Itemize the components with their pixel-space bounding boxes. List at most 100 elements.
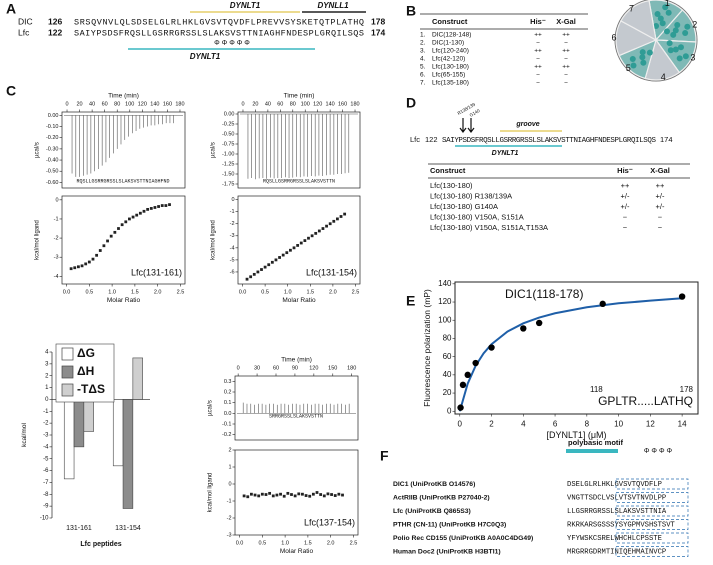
data-point [242, 494, 246, 498]
table-cell: − [564, 56, 568, 63]
y-tick-label: 3 [45, 361, 49, 367]
x-tick-label: 160 [338, 102, 347, 108]
data-point [310, 234, 314, 238]
y-tick-label: 0.00 [48, 113, 59, 119]
protein-name: DIC1 (UniProtKB O14576) [393, 481, 475, 488]
plot-frame [234, 449, 359, 536]
plate-sector [620, 0, 657, 42]
data-point [260, 492, 264, 496]
x-tick-label: 120 [138, 102, 147, 108]
y-axis-label: Fluorescence polarization (mP) [422, 289, 432, 407]
data-point [321, 227, 325, 230]
colony [682, 53, 689, 60]
panel-label: B [406, 3, 416, 19]
sequence: LLGSRRGRSSLSLAKSVSTTNIA [567, 508, 667, 516]
data-point [328, 222, 332, 226]
colony [653, 23, 660, 30]
table-cell: DIC(1-130) [432, 40, 464, 47]
data-point [339, 215, 343, 218]
data-point [326, 492, 330, 496]
data-point [253, 493, 257, 497]
data-point [319, 493, 323, 496]
annotation: SRRGRSSLSLAKSVSTTN [269, 413, 323, 419]
x-tick-label: 0 [241, 102, 244, 108]
bar [73, 399, 85, 448]
data-point [289, 248, 292, 252]
data-point [314, 231, 318, 235]
table-cell: +/- [656, 202, 665, 211]
colony [654, 11, 661, 18]
plate-label: 3 [690, 53, 695, 63]
data-point [285, 251, 289, 255]
motif-label: DYNLL1 [317, 1, 349, 10]
x-tick-label: 140 [150, 102, 159, 108]
seq-name: DIC [18, 16, 33, 26]
table-cell: Lfc(130-180) V150A, S151A [430, 212, 524, 221]
plot-frame [237, 195, 361, 285]
x-tick-label: 0 [458, 419, 463, 428]
chart: 2 1 0 -1 -2 -3 0.0 0.5 1.0 1.5 2.0 2.5 Molar Ratio kc… [207, 447, 359, 555]
plot-frame [61, 111, 186, 189]
data-point [279, 492, 282, 496]
y-tick-label: -0.60 [46, 180, 59, 186]
x-axis-label: [DYNLT1] (μM) [546, 430, 606, 440]
table-cell: − [536, 40, 540, 47]
data-point [278, 256, 281, 259]
table-header: His⁻ [617, 166, 633, 175]
colony [639, 54, 646, 61]
motif-bar [566, 449, 618, 453]
sequence: SAIYPSDSFRQSLLGSRRGRSSLSLAKSVSTTNIAGHFND… [442, 137, 656, 145]
plate-label: 5 [626, 63, 631, 73]
colony [672, 46, 679, 53]
x-tick-label: 0 [237, 366, 240, 372]
y-tick-label: -8 [43, 492, 49, 498]
colony [639, 49, 646, 56]
x-tick-label: 2.5 [352, 289, 360, 295]
data-point [286, 491, 290, 495]
seq-end: 178 [371, 16, 385, 26]
alignment: DIC 126 SRSQVNVLQLSDSELGLRLHKLGVSVTQVDFL… [18, 16, 385, 38]
table-cell: +/- [621, 191, 630, 200]
y-tick-label: -6 [230, 269, 235, 275]
groove-label: groove [515, 121, 539, 128]
data-point [250, 492, 253, 496]
x-tick-label: 120 [309, 366, 318, 372]
y-tick-label: -6 [43, 468, 49, 474]
x-tick-label: 140 [326, 102, 335, 108]
table-cell: − [623, 223, 628, 232]
data-point [164, 204, 168, 207]
data-point [472, 359, 479, 367]
chart: 4 3 2 1 0 -1 -2 -3 -4 -5 -6 -7 -8 -9 -10 Lfc peptides kc… [21, 343, 150, 548]
x-tick-label: 40 [265, 102, 271, 108]
alignment: DIC1 (UniProtKB O14576) DSELGLRLHKLGVSVTQ… [393, 478, 689, 557]
table-cell: ++ [621, 181, 630, 190]
x-tick-label: 180 [347, 366, 356, 372]
y-tick-label: -1 [230, 209, 235, 215]
panel-label: D [406, 95, 416, 111]
y-axis-label: kcal/mol [21, 423, 28, 447]
y-tick-label: 1 [45, 385, 49, 391]
table-cell: Lfc(130-180) [430, 181, 473, 190]
chart-title: DIC1(118-178) [505, 287, 583, 301]
data-point [293, 494, 297, 498]
table-cell: − [564, 80, 568, 87]
data-point [311, 492, 315, 496]
y-tick-label: -0.30 [46, 146, 59, 152]
data-point [341, 493, 344, 497]
data-point [91, 257, 95, 261]
chart: 0 20 40 60 80 100 120 140 0 2 4 6 8 10 12 14 [DYNLT1] (μ… [422, 279, 699, 440]
table-cell: − [623, 212, 628, 221]
data-point [246, 495, 250, 499]
seq-name: Lfc [410, 135, 420, 144]
y-tick-label: -4 [54, 274, 59, 280]
x-tick-label: 60 [277, 102, 283, 108]
data-point [80, 264, 84, 268]
data-point [73, 266, 77, 270]
annotation: 178 [680, 385, 694, 394]
x-tick-label: 20 [77, 102, 83, 108]
x-tick-label: 100 [301, 102, 310, 108]
x-tick-label: 80 [290, 102, 296, 108]
x-tick-label: 1.0 [284, 289, 292, 295]
x-tick-label: 160 [163, 102, 172, 108]
table-cell: +/- [656, 191, 665, 200]
